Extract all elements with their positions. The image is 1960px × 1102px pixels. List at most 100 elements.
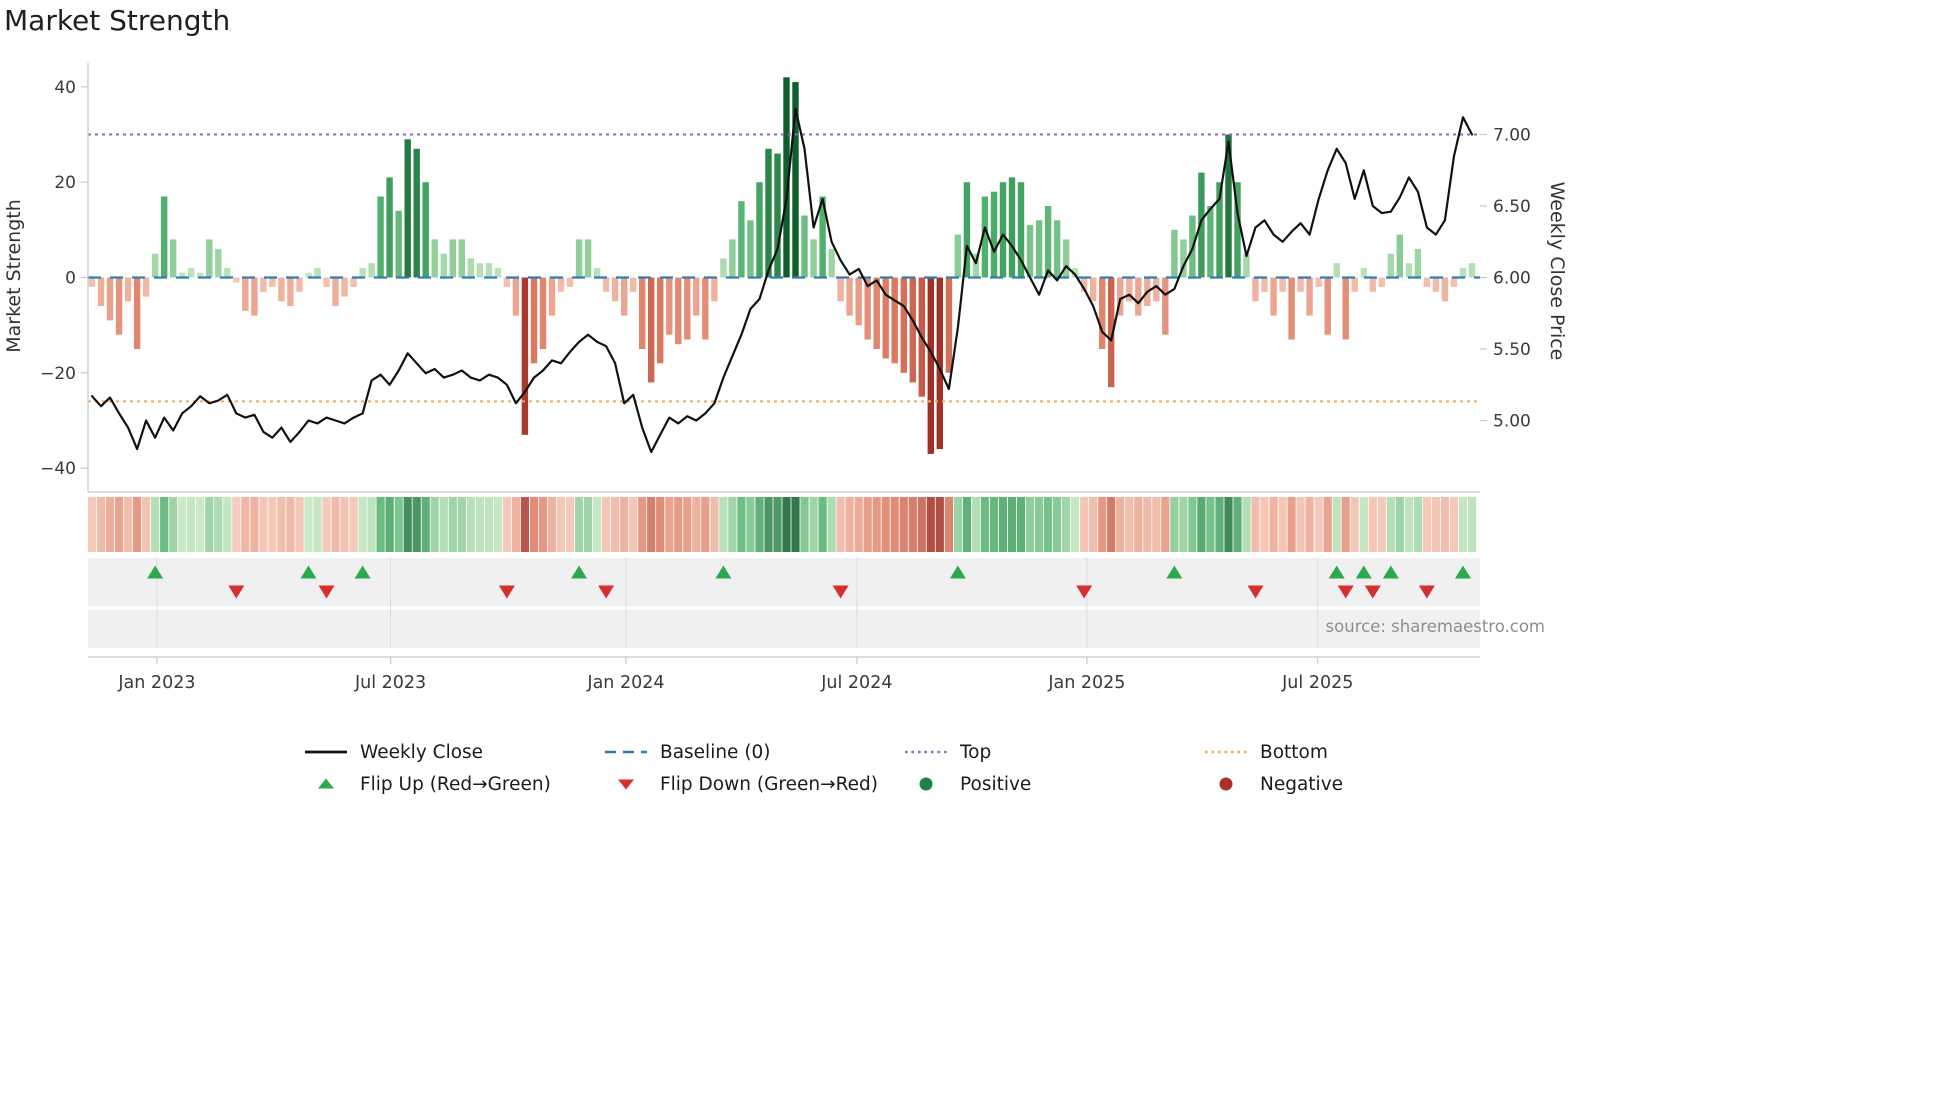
legend-label: Flip Down (Green→Red) [660, 773, 878, 795]
x-tick-label: Jul 2024 [820, 673, 892, 693]
heatmap-cell [169, 497, 178, 552]
strength-bar [882, 277, 889, 359]
strength-bar [1162, 277, 1169, 335]
heatmap-cell [1458, 497, 1468, 552]
strength-bar [242, 277, 249, 311]
strength-bar [1315, 277, 1322, 287]
heatmap-cell [647, 497, 656, 552]
flip-down-marker [1418, 585, 1435, 599]
x-tick-label: Jul 2025 [1281, 673, 1353, 693]
strength-bar [287, 277, 294, 307]
heatmap-strip [87, 497, 1477, 552]
strength-bar [792, 82, 799, 278]
right-tick-label: 6.00 [1493, 269, 1531, 289]
legend-item-weekly-close: Weekly Close [303, 742, 603, 763]
legend-label: Weekly Close [360, 741, 484, 763]
heatmap-cell [538, 497, 548, 552]
heatmap-cell [575, 497, 584, 552]
heatmap-cell [602, 497, 611, 552]
strength-bar [1252, 277, 1259, 302]
strength-bar [648, 277, 655, 383]
strength-bar [1297, 277, 1304, 292]
heatmap-cell [872, 497, 881, 552]
strength-bar [963, 182, 971, 278]
strength-bar [1423, 277, 1431, 287]
heatmap-cell [1116, 497, 1125, 552]
strength-bar [675, 277, 682, 345]
heatmap-cell [881, 497, 890, 552]
strength-bar [828, 248, 835, 278]
heatmap-cell [484, 497, 493, 552]
left-tick-label: −40 [40, 459, 76, 479]
flip-up-markers [147, 565, 1471, 579]
strength-bar [386, 177, 393, 278]
strength-bar [206, 239, 213, 278]
heatmap-cell [1431, 497, 1440, 552]
strength-bar [630, 277, 637, 292]
strength-bar [251, 277, 258, 316]
heatmap-cell [268, 497, 277, 552]
reference-lines [88, 133, 1480, 403]
legend-label: Negative [1260, 773, 1344, 795]
heatmap-cell [96, 497, 106, 552]
heatmap-cell [394, 497, 403, 552]
page-title: Market Strength [4, 4, 231, 37]
strength-bar [1288, 277, 1295, 340]
strength-bar [738, 201, 745, 278]
strength-bar [314, 268, 321, 278]
strength-bar [395, 210, 402, 278]
heatmap-cell [1062, 497, 1071, 552]
strength-bar [1017, 182, 1025, 278]
strength-bar [702, 277, 709, 340]
strength-bar [783, 77, 790, 278]
flip-up-marker [571, 565, 588, 579]
heatmap-cell [809, 497, 818, 552]
strength-bar [1360, 268, 1367, 278]
strength-bar [1207, 206, 1214, 278]
strength-bar [1198, 172, 1205, 278]
heatmap-cell [421, 497, 430, 552]
heatmap-cell [926, 497, 935, 552]
strength-bar [1279, 277, 1286, 292]
strength-bar [377, 196, 384, 278]
strength-bar [1171, 229, 1178, 278]
heatmap-cell [1107, 497, 1116, 552]
strength-bar [1342, 277, 1349, 340]
legend-label: Top [960, 741, 992, 763]
source-credit: source: sharemaestro.com [1325, 617, 1545, 636]
strength-bar [819, 196, 826, 278]
flip-down-marker [832, 585, 849, 599]
heatmap-cell [1305, 497, 1314, 552]
strength-bar [657, 277, 664, 364]
strength-bar [765, 148, 772, 278]
legend-item-flip-down: Flip Down (Green→Red) [603, 774, 903, 795]
heatmap-cell [593, 497, 602, 552]
heatmap-cell [430, 497, 439, 552]
strength-bar [296, 277, 303, 292]
heatmap-cell [746, 497, 755, 552]
strength-bar [774, 153, 781, 278]
flip-down-marker [1247, 585, 1264, 599]
strength-bar [548, 277, 556, 316]
strength-bar [954, 234, 962, 278]
heatmap-cell [845, 497, 854, 552]
strength-bar [693, 277, 700, 316]
heatmap-cell [620, 497, 629, 552]
heatmap-cell [737, 497, 746, 552]
heatmap-cell [773, 497, 782, 552]
strength-bar [530, 277, 538, 364]
strength-bar [927, 277, 934, 454]
heatmap-cell [1404, 497, 1413, 552]
triangle-up-icon [318, 778, 334, 789]
heatmap-cell [1007, 497, 1017, 552]
strength-bar [1432, 277, 1440, 292]
left-axis-label: Market Strength [3, 199, 25, 353]
strength-bar [1351, 277, 1358, 292]
heatmap-cell [1206, 497, 1215, 552]
flip-marker-band [88, 558, 1480, 606]
strength-bar [188, 268, 195, 278]
strength-bar [1044, 206, 1052, 278]
heatmap-cell [178, 497, 187, 552]
heatmap-cell [1314, 497, 1323, 552]
